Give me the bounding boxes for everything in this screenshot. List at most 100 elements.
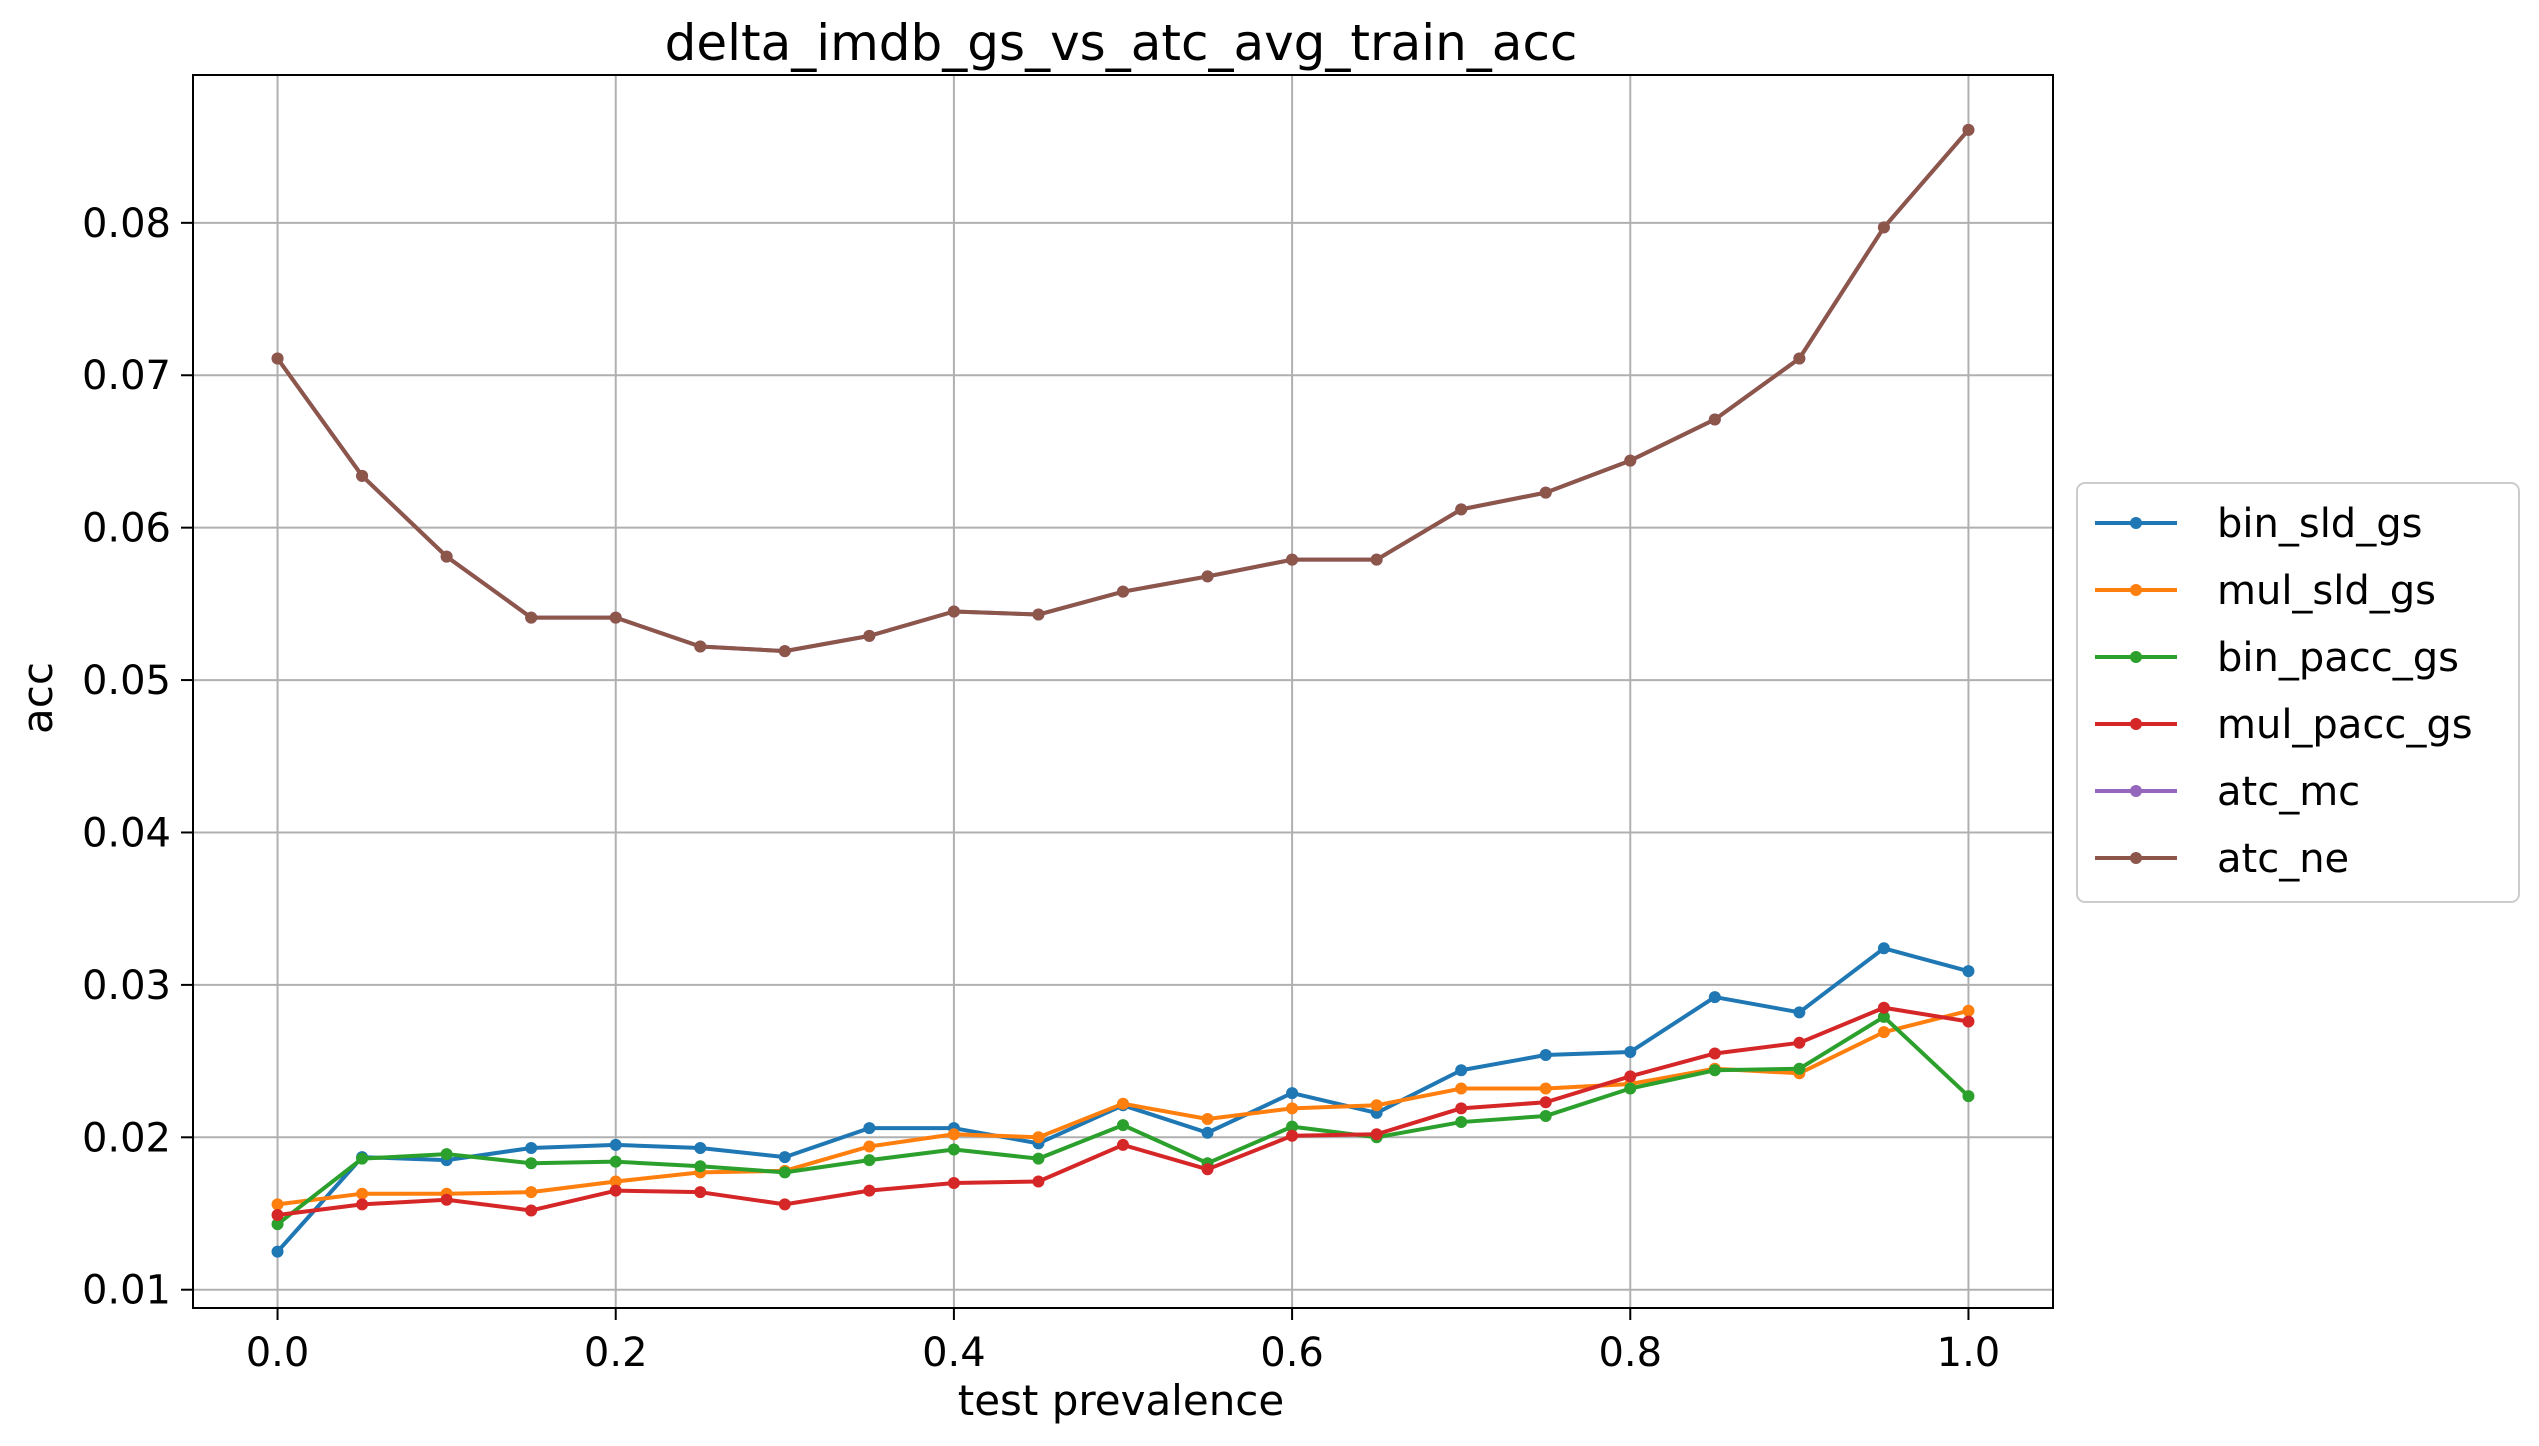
grid	[193, 75, 2053, 1308]
data-point	[1962, 1015, 1975, 1028]
data-point	[694, 1186, 707, 1199]
data-point	[1539, 486, 1552, 499]
data-point	[609, 1184, 622, 1197]
data-point	[271, 1209, 284, 1222]
data-point	[778, 1198, 791, 1211]
data-point	[1708, 413, 1721, 426]
data-point	[1793, 1062, 1806, 1075]
data-point	[1032, 1131, 1045, 1144]
x-axis-label: test prevalence	[958, 1376, 1285, 1425]
data-point	[1201, 1163, 1214, 1176]
data-point	[1117, 1097, 1129, 1110]
legend-item-mul_sld_gs: mul_sld_gs	[2095, 568, 2436, 614]
data-point	[525, 1157, 538, 1170]
data-point	[1793, 352, 1806, 365]
legend-label: atc_ne	[2217, 836, 2349, 882]
data-point	[356, 1198, 369, 1211]
legend-swatch-marker	[2130, 651, 2142, 663]
data-point	[609, 1155, 622, 1168]
data-point	[1117, 585, 1129, 598]
x-tick-label: 0.2	[584, 1330, 648, 1376]
data-point	[1624, 1045, 1637, 1058]
data-point	[1201, 1126, 1214, 1139]
legend-label: mul_pacc_gs	[2217, 702, 2473, 748]
y-tick-label: 0.03	[82, 963, 171, 1009]
legend-item-bin_sld_gs: bin_sld_gs	[2095, 501, 2422, 547]
data-point	[525, 1141, 538, 1154]
series-bin_pacc_gs	[271, 1010, 1975, 1231]
data-point	[694, 1141, 707, 1154]
data-point	[1962, 1090, 1975, 1103]
legend-swatch-marker	[2130, 785, 2142, 797]
data-point	[1201, 570, 1214, 583]
x-tick-label: 0.8	[1598, 1330, 1662, 1376]
legend-swatch-marker	[2130, 517, 2142, 529]
data-point	[863, 1140, 876, 1153]
y-tick-label: 0.02	[82, 1115, 171, 1161]
data-point	[609, 1175, 622, 1188]
data-point	[1539, 1096, 1552, 1109]
data-point	[863, 1122, 876, 1135]
series-atc_ne	[271, 123, 1975, 658]
data-point	[1624, 454, 1637, 467]
data-point	[1370, 1099, 1383, 1112]
data-point	[1877, 1001, 1890, 1014]
series-mul_pacc_gs	[271, 1001, 1975, 1222]
data-point	[1370, 1128, 1383, 1141]
data-point	[356, 1152, 369, 1165]
legend-item-mul_pacc_gs: mul_pacc_gs	[2095, 702, 2473, 748]
y-tick-label: 0.06	[82, 506, 171, 552]
data-point	[1539, 1048, 1552, 1061]
axis-ticks: 0.0 0.2 0.4 0.6 0.8 1.0 0.01 0.02 0.03 0.04 0.05 0.…	[82, 201, 2000, 1376]
y-axis-label: acc	[13, 662, 62, 734]
data-point	[778, 645, 791, 658]
y-tick-label: 0.05	[82, 658, 171, 704]
data-point	[863, 1184, 876, 1197]
data-point	[947, 1143, 960, 1156]
data-point	[1455, 1064, 1468, 1077]
data-point	[1962, 1004, 1975, 1017]
data-point	[1201, 1113, 1214, 1126]
data-point	[1117, 1138, 1129, 1151]
y-tick-label: 0.08	[82, 201, 171, 247]
x-tick-label: 0.6	[1260, 1330, 1324, 1376]
y-tick-label: 0.07	[82, 353, 171, 399]
data-point	[1624, 1070, 1637, 1083]
legend-item-atc_ne: atc_ne	[2095, 836, 2349, 882]
data-point	[1117, 1119, 1129, 1132]
data-point	[1877, 1026, 1890, 1039]
data-point	[356, 1187, 369, 1200]
data-point	[525, 1204, 538, 1217]
data-point	[863, 1154, 876, 1167]
legend-item-bin_pacc_gs: bin_pacc_gs	[2095, 635, 2459, 681]
data-point	[947, 605, 960, 618]
y-tick-label: 0.04	[82, 810, 171, 856]
legend-box	[2076, 482, 2520, 903]
data-point	[271, 1245, 284, 1258]
data-point	[1624, 1082, 1637, 1095]
data-point	[1032, 1175, 1045, 1188]
data-point	[1539, 1082, 1552, 1095]
data-point	[1286, 1129, 1299, 1142]
data-point	[863, 629, 876, 642]
data-point	[1286, 553, 1299, 566]
data-point	[1962, 123, 1975, 136]
x-tick-label: 0.0	[246, 1330, 310, 1376]
x-tick-label: 0.4	[922, 1330, 986, 1376]
data-point	[1455, 1102, 1468, 1115]
data-point	[271, 352, 284, 365]
data-point	[1708, 1064, 1721, 1077]
data-point	[440, 550, 453, 563]
data-point	[525, 1186, 538, 1199]
data-point	[440, 1148, 453, 1161]
data-point	[1877, 942, 1890, 955]
data-point	[1877, 1010, 1890, 1023]
data-point	[1455, 503, 1468, 516]
data-point	[1370, 553, 1383, 566]
data-point	[947, 1128, 960, 1141]
data-point	[694, 1160, 707, 1173]
legend-label: atc_mc	[2217, 769, 2360, 815]
legend-swatch-marker	[2130, 584, 2142, 596]
data-point	[271, 1218, 284, 1231]
data-point	[778, 1166, 791, 1179]
